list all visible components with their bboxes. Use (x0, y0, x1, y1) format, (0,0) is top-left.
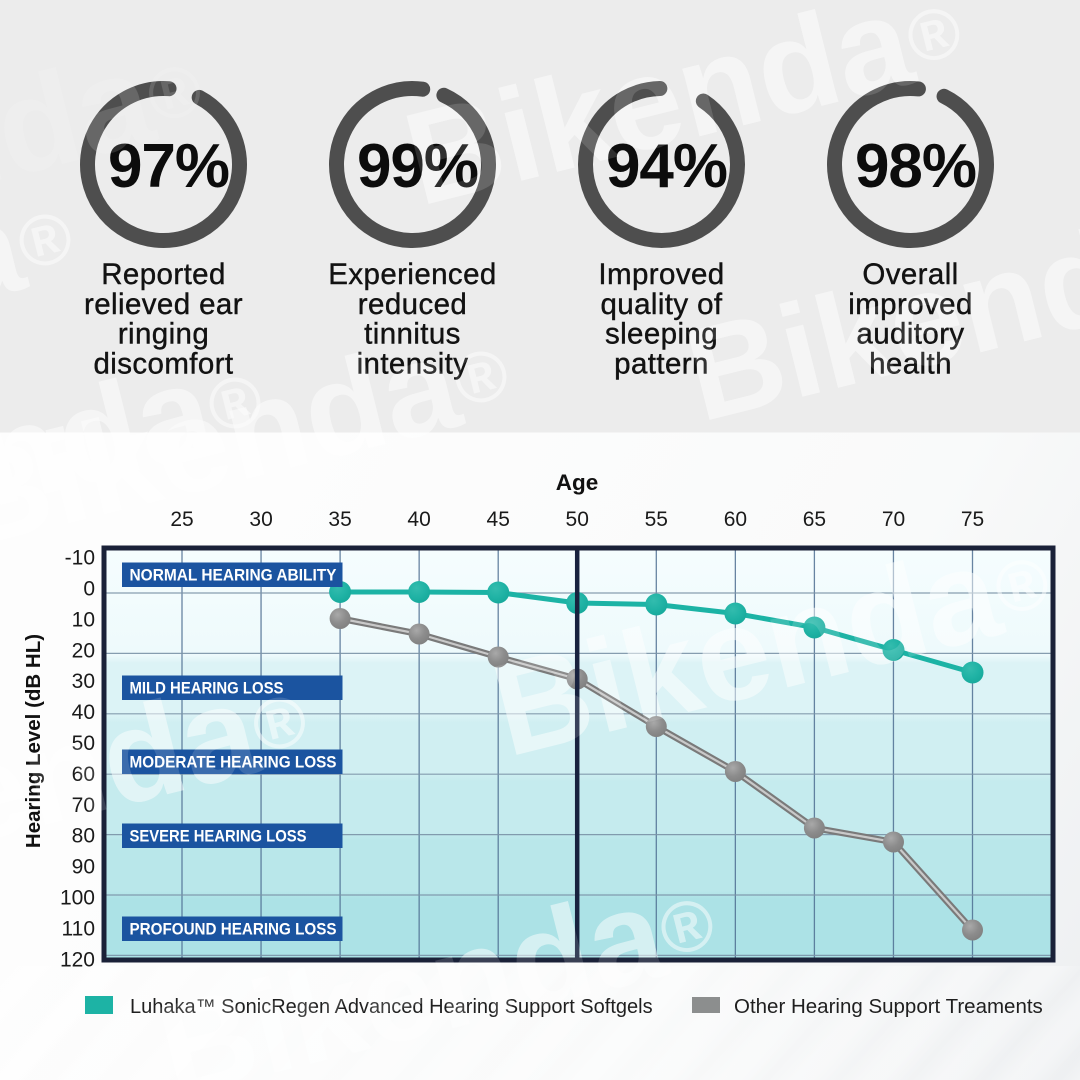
svg-text:45: 45 (487, 508, 510, 531)
svg-text:10: 10 (72, 608, 95, 631)
svg-text:120: 120 (60, 948, 95, 971)
svg-text:-10: -10 (65, 547, 95, 570)
svg-text:MILD HEARING LOSS: MILD HEARING LOSS (130, 679, 284, 697)
svg-text:65: 65 (803, 508, 826, 531)
svg-text:35: 35 (328, 508, 351, 531)
svg-text:60: 60 (724, 508, 747, 531)
svg-text:99%: 99% (357, 132, 478, 201)
svg-text:110: 110 (62, 917, 95, 940)
svg-text:50: 50 (566, 508, 589, 531)
svg-text:30: 30 (249, 508, 272, 531)
svg-text:Age: Age (556, 470, 599, 495)
svg-text:80: 80 (72, 825, 95, 848)
svg-text:Hearing Level (dB HL): Hearing Level (dB HL) (22, 634, 45, 848)
svg-text:Luhaka™ SonicRegen Advanced He: Luhaka™ SonicRegen Advanced Hearing Supp… (130, 996, 653, 1018)
svg-text:30: 30 (72, 670, 95, 693)
svg-text:0: 0 (83, 578, 95, 601)
svg-text:Other Hearing Support Treament: Other Hearing Support Treaments (734, 995, 1043, 1018)
svg-text:70: 70 (882, 508, 905, 531)
svg-text:PROFOUND HEARING LOSS: PROFOUND HEARING LOSS (130, 920, 337, 938)
svg-text:SEVERE HEARING LOSS: SEVERE HEARING LOSS (130, 827, 307, 845)
svg-text:75: 75 (961, 508, 984, 531)
svg-text:40: 40 (407, 508, 430, 531)
svg-text:50: 50 (72, 732, 95, 755)
svg-text:98%: 98% (855, 132, 976, 201)
svg-text:20: 20 (72, 639, 95, 662)
svg-text:NORMAL HEARING ABILITY: NORMAL HEARING ABILITY (130, 566, 337, 584)
svg-text:90: 90 (72, 856, 95, 879)
svg-text:60: 60 (72, 763, 95, 786)
svg-text:55: 55 (645, 508, 668, 531)
svg-text:40: 40 (72, 701, 95, 724)
svg-text:94%: 94% (606, 132, 727, 201)
svg-text:MODERATE HEARING LOSS: MODERATE HEARING LOSS (130, 753, 337, 771)
svg-text:25: 25 (170, 508, 193, 531)
svg-text:70: 70 (72, 794, 95, 817)
svg-text:97%: 97% (108, 132, 229, 201)
svg-text:100: 100 (60, 887, 95, 910)
